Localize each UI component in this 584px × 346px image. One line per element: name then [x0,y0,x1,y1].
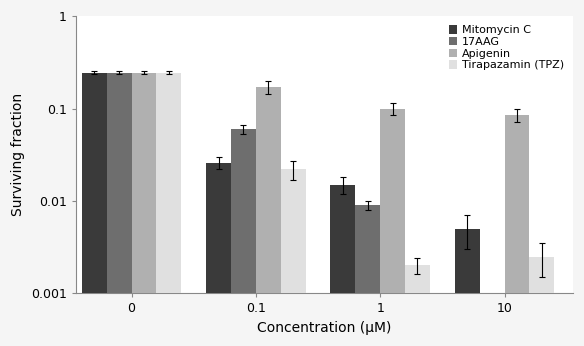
Bar [331,185,355,346]
Bar [505,115,529,346]
X-axis label: Concentration (μM): Concentration (μM) [257,321,391,335]
Bar [355,205,380,346]
Bar [455,229,479,346]
Bar [256,87,281,346]
Bar [157,73,181,346]
Bar [82,73,107,346]
Bar [281,169,305,346]
Y-axis label: Surviving fraction: Surviving fraction [11,93,25,216]
Bar [206,163,231,346]
Bar [529,256,554,346]
Bar [231,129,256,346]
Bar [380,109,405,346]
Legend: Mitomycin C, 17AAG, Apigenin, Tirapazamin (TPZ): Mitomycin C, 17AAG, Apigenin, Tirapazami… [445,22,567,74]
Bar [131,73,157,346]
Bar [405,265,430,346]
Bar [107,73,131,346]
